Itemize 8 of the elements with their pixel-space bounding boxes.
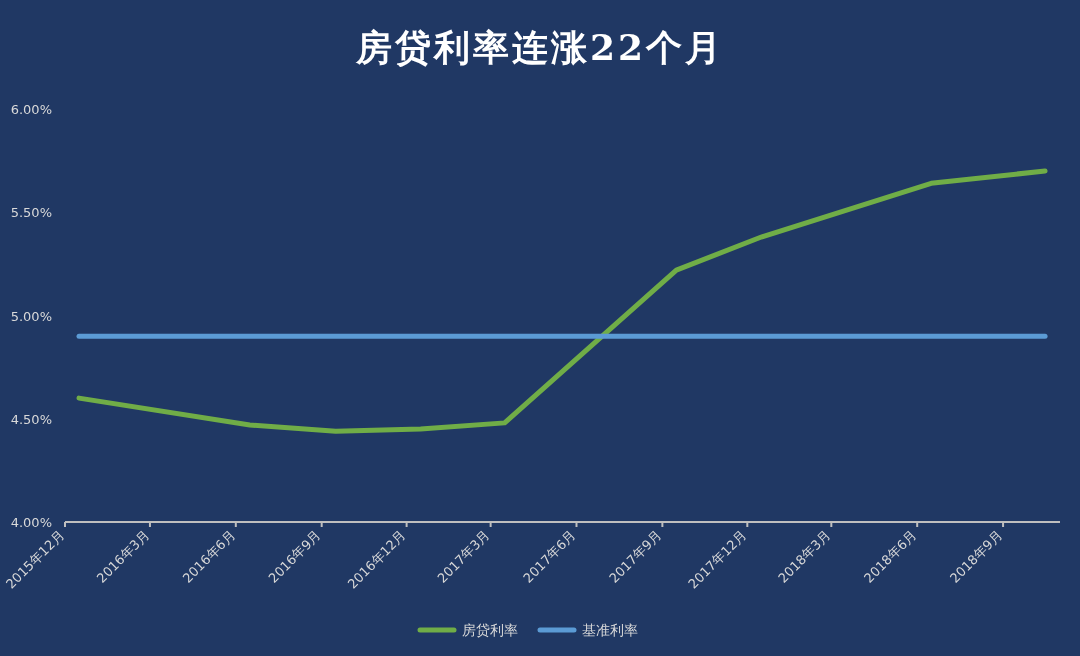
- chart-title: 房贷利率连涨22个月: [354, 26, 725, 68]
- y-tick-label: 4.50%: [10, 411, 52, 427]
- y-tick-label: 4.00%: [10, 515, 52, 530]
- y-tick-label: 5.00%: [10, 308, 52, 324]
- y-tick-label: 6.00%: [10, 102, 52, 117]
- y-tick-label: 5.50%: [10, 205, 52, 221]
- legend-label: 房贷利率: [462, 622, 518, 638]
- legend-label: 基准利率: [582, 622, 638, 638]
